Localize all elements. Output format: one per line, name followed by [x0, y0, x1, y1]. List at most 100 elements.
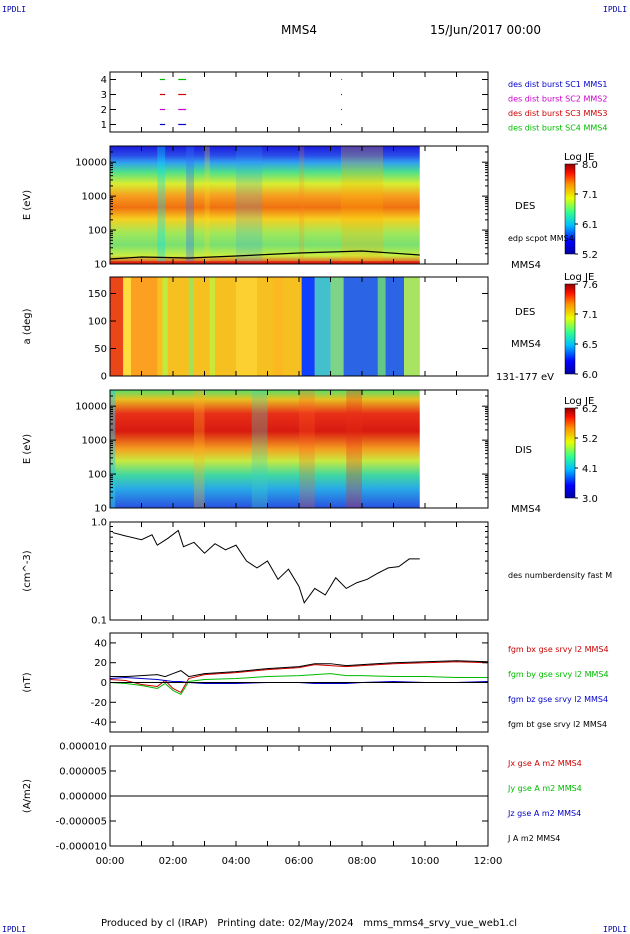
- dis-energy-panel-field: [110, 390, 420, 508]
- dis-energy-panel-ytick-label: 1000: [82, 436, 107, 447]
- des-pitch-panel-ylabel: a (deg): [22, 308, 33, 344]
- availability-ytick-label: 1: [101, 120, 107, 131]
- density-legend: des numberdensity fast M: [508, 571, 612, 580]
- des-energy-panel-stripe: [341, 146, 383, 264]
- dis-energy-spacecraft-label: MMS4: [511, 504, 541, 515]
- availability-legend: des dist burst SC4 MMS4: [508, 124, 607, 133]
- time-axis-tick-label: 00:00: [96, 856, 125, 867]
- des-pitch-spacecraft-label: MMS4: [511, 339, 541, 350]
- des-pitch-panel-stripe: [301, 277, 315, 376]
- availability-legend: des dist burst SC1 MMS1: [508, 80, 607, 89]
- current-density-ytick-label: 0.000005: [59, 767, 107, 778]
- availability-ytick-label: 4: [101, 75, 107, 86]
- des-pitch-panel-stripe: [131, 277, 158, 376]
- availability-legend: des dist burst SC2 MMS2: [508, 95, 607, 104]
- density-ytick-label: 0.1: [91, 616, 107, 627]
- corner-label-bottom-left: IPDLI: [2, 925, 27, 934]
- des-energy-panel-stripe: [157, 146, 166, 264]
- des-pitch-colorbar-tick-label: 7.1: [582, 310, 598, 321]
- current-density-ytick-label: 0.000000: [59, 792, 107, 803]
- dis-energy-panel-stripe: [194, 390, 205, 508]
- corner-label-top-left: IPDLI: [2, 5, 27, 14]
- current-density-ytick-label: 0.000010: [59, 742, 107, 753]
- magnetic-field-ytick-label: 20: [94, 658, 107, 669]
- availability-ytick-label: 2: [101, 105, 107, 116]
- magnetic-field-ytick-label: 0: [101, 678, 107, 689]
- dis-energy-colorbar-title: Log JE: [564, 396, 594, 407]
- magnetic-field-legend: fgm bx gse srvy l2 MMS4: [508, 645, 609, 654]
- des-pitch-colorbar-tick-label: 6.0: [582, 370, 598, 381]
- des-pitch-panel-ytick-label: 100: [88, 317, 107, 328]
- time-axis-tick-label: 08:00: [348, 856, 377, 867]
- footer-config: mms_mms4_srvy_vue_web1.cl: [363, 918, 518, 929]
- des-pitch-panel-stripe: [123, 277, 131, 376]
- des-energy-colorbar-tick-label: 8.0: [582, 160, 598, 171]
- time-axis-tick-label: 02:00: [159, 856, 188, 867]
- des-pitch-colorbar-tick-label: 7.6: [582, 280, 598, 291]
- dis-energy-colorbar-tick-label: 4.1: [582, 464, 598, 475]
- dis-energy-colorbar-tick-label: 6.2: [582, 404, 598, 415]
- density-series-line: [112, 529, 420, 604]
- time-axis-tick-label: 10:00: [411, 856, 440, 867]
- magnetic-field-series-line: [109, 661, 489, 694]
- des-pitch-panel-stripe: [330, 277, 344, 376]
- footer-produced-by: Produced by cl (IRAP): [101, 918, 208, 929]
- current-density-ylabel: (A/m2): [22, 779, 33, 813]
- des-pitch-colorbar-title: Log JE: [564, 272, 594, 283]
- des-energy-colorbar-tick-label: 5.2: [582, 250, 598, 261]
- des-energy-panel-ytick-label: 1000: [82, 192, 107, 203]
- magnetic-field-series-line: [110, 660, 489, 678]
- des-pitch-panel-stripe: [314, 277, 331, 376]
- des-energy-panel-stripe: [236, 146, 263, 264]
- availability-legend: des dist burst SC3 MMS3: [508, 109, 607, 118]
- des-pitch-colorbar-tick-label: 6.5: [582, 340, 598, 351]
- dis-energy-panel-stripe: [251, 390, 268, 508]
- des-energy-label: DES: [515, 201, 535, 212]
- des-energy-colorbar-tick-label: 6.1: [582, 220, 598, 231]
- des-pitch-label: DES: [515, 307, 535, 318]
- des-energy-panel-ytick-label: 100: [88, 226, 107, 237]
- des-energy-colorbar-bar: [564, 163, 576, 255]
- des-pitch-panel-stripe: [209, 277, 215, 376]
- des-pitch-panel-ytick-label: 150: [88, 289, 107, 300]
- dis-energy-label: DIS: [515, 445, 532, 456]
- des-pitch-colorbar-bar: [564, 283, 576, 375]
- availability-ytick-label: 3: [101, 90, 107, 101]
- dis-energy-panel-ylabel: E (eV): [22, 434, 33, 464]
- density-ylabel: (cm^-3): [22, 550, 33, 591]
- dis-energy-colorbar-tick-label: 3.0: [582, 494, 598, 505]
- des-pitch-panel-stripe: [162, 277, 168, 376]
- current-density-ytick-label: -0.000010: [56, 842, 107, 853]
- des-energy-spacecraft-label: MMS4: [511, 260, 541, 271]
- des-energy-colorbar-tick-label: 7.1: [582, 190, 598, 201]
- des-energy-colorbar-title: Log JE: [564, 152, 594, 163]
- magnetic-field-ytick-label: -40: [91, 718, 107, 729]
- current-density-ytick-label: -0.000005: [56, 817, 107, 828]
- spacecraft-title: MMS4: [281, 23, 317, 37]
- time-axis-tick-label: 06:00: [285, 856, 314, 867]
- des-pitch-panel-stripe: [343, 277, 404, 376]
- magnetic-field-series-line: [109, 673, 488, 696]
- magnetic-field-legend: fgm bz gse srvy l2 MMS4: [508, 695, 608, 704]
- corner-label-bottom-right: IPDLI: [603, 925, 628, 934]
- magnetic-field-ytick-label: 40: [94, 638, 107, 649]
- des-energy-panel-stripe: [204, 146, 210, 264]
- dis-energy-panel-ytick-label: 10: [94, 504, 107, 515]
- des-pitch-panel-stripe: [110, 277, 124, 376]
- current-density-legend: J A m2 MMS4: [507, 834, 560, 843]
- corner-label-top-right: IPDLI: [603, 5, 628, 14]
- dis-energy-colorbar-tick-label: 5.2: [582, 434, 598, 445]
- availability-panel-frame: [109, 71, 489, 133]
- dis-energy-panel-ytick-label: 10000: [75, 402, 107, 413]
- des-energy-panel-field: [110, 146, 420, 264]
- time-axis-tick-label: 04:00: [222, 856, 251, 867]
- current-density-legend: Jy gse A m2 MMS4: [507, 784, 582, 793]
- magnetic-field-ylabel: (nT): [22, 672, 33, 692]
- current-density-legend: Jz gse A m2 MMS4: [507, 809, 581, 818]
- des-pitch-panel-stripe: [272, 277, 284, 376]
- des-pitch-panel-stripe: [377, 277, 386, 376]
- des-energy-panel-stripe: [186, 146, 194, 264]
- dis-energy-panel-stripe: [346, 390, 362, 508]
- footer-credits: Produced by cl (IRAP) Printing date: 02/…: [101, 918, 517, 929]
